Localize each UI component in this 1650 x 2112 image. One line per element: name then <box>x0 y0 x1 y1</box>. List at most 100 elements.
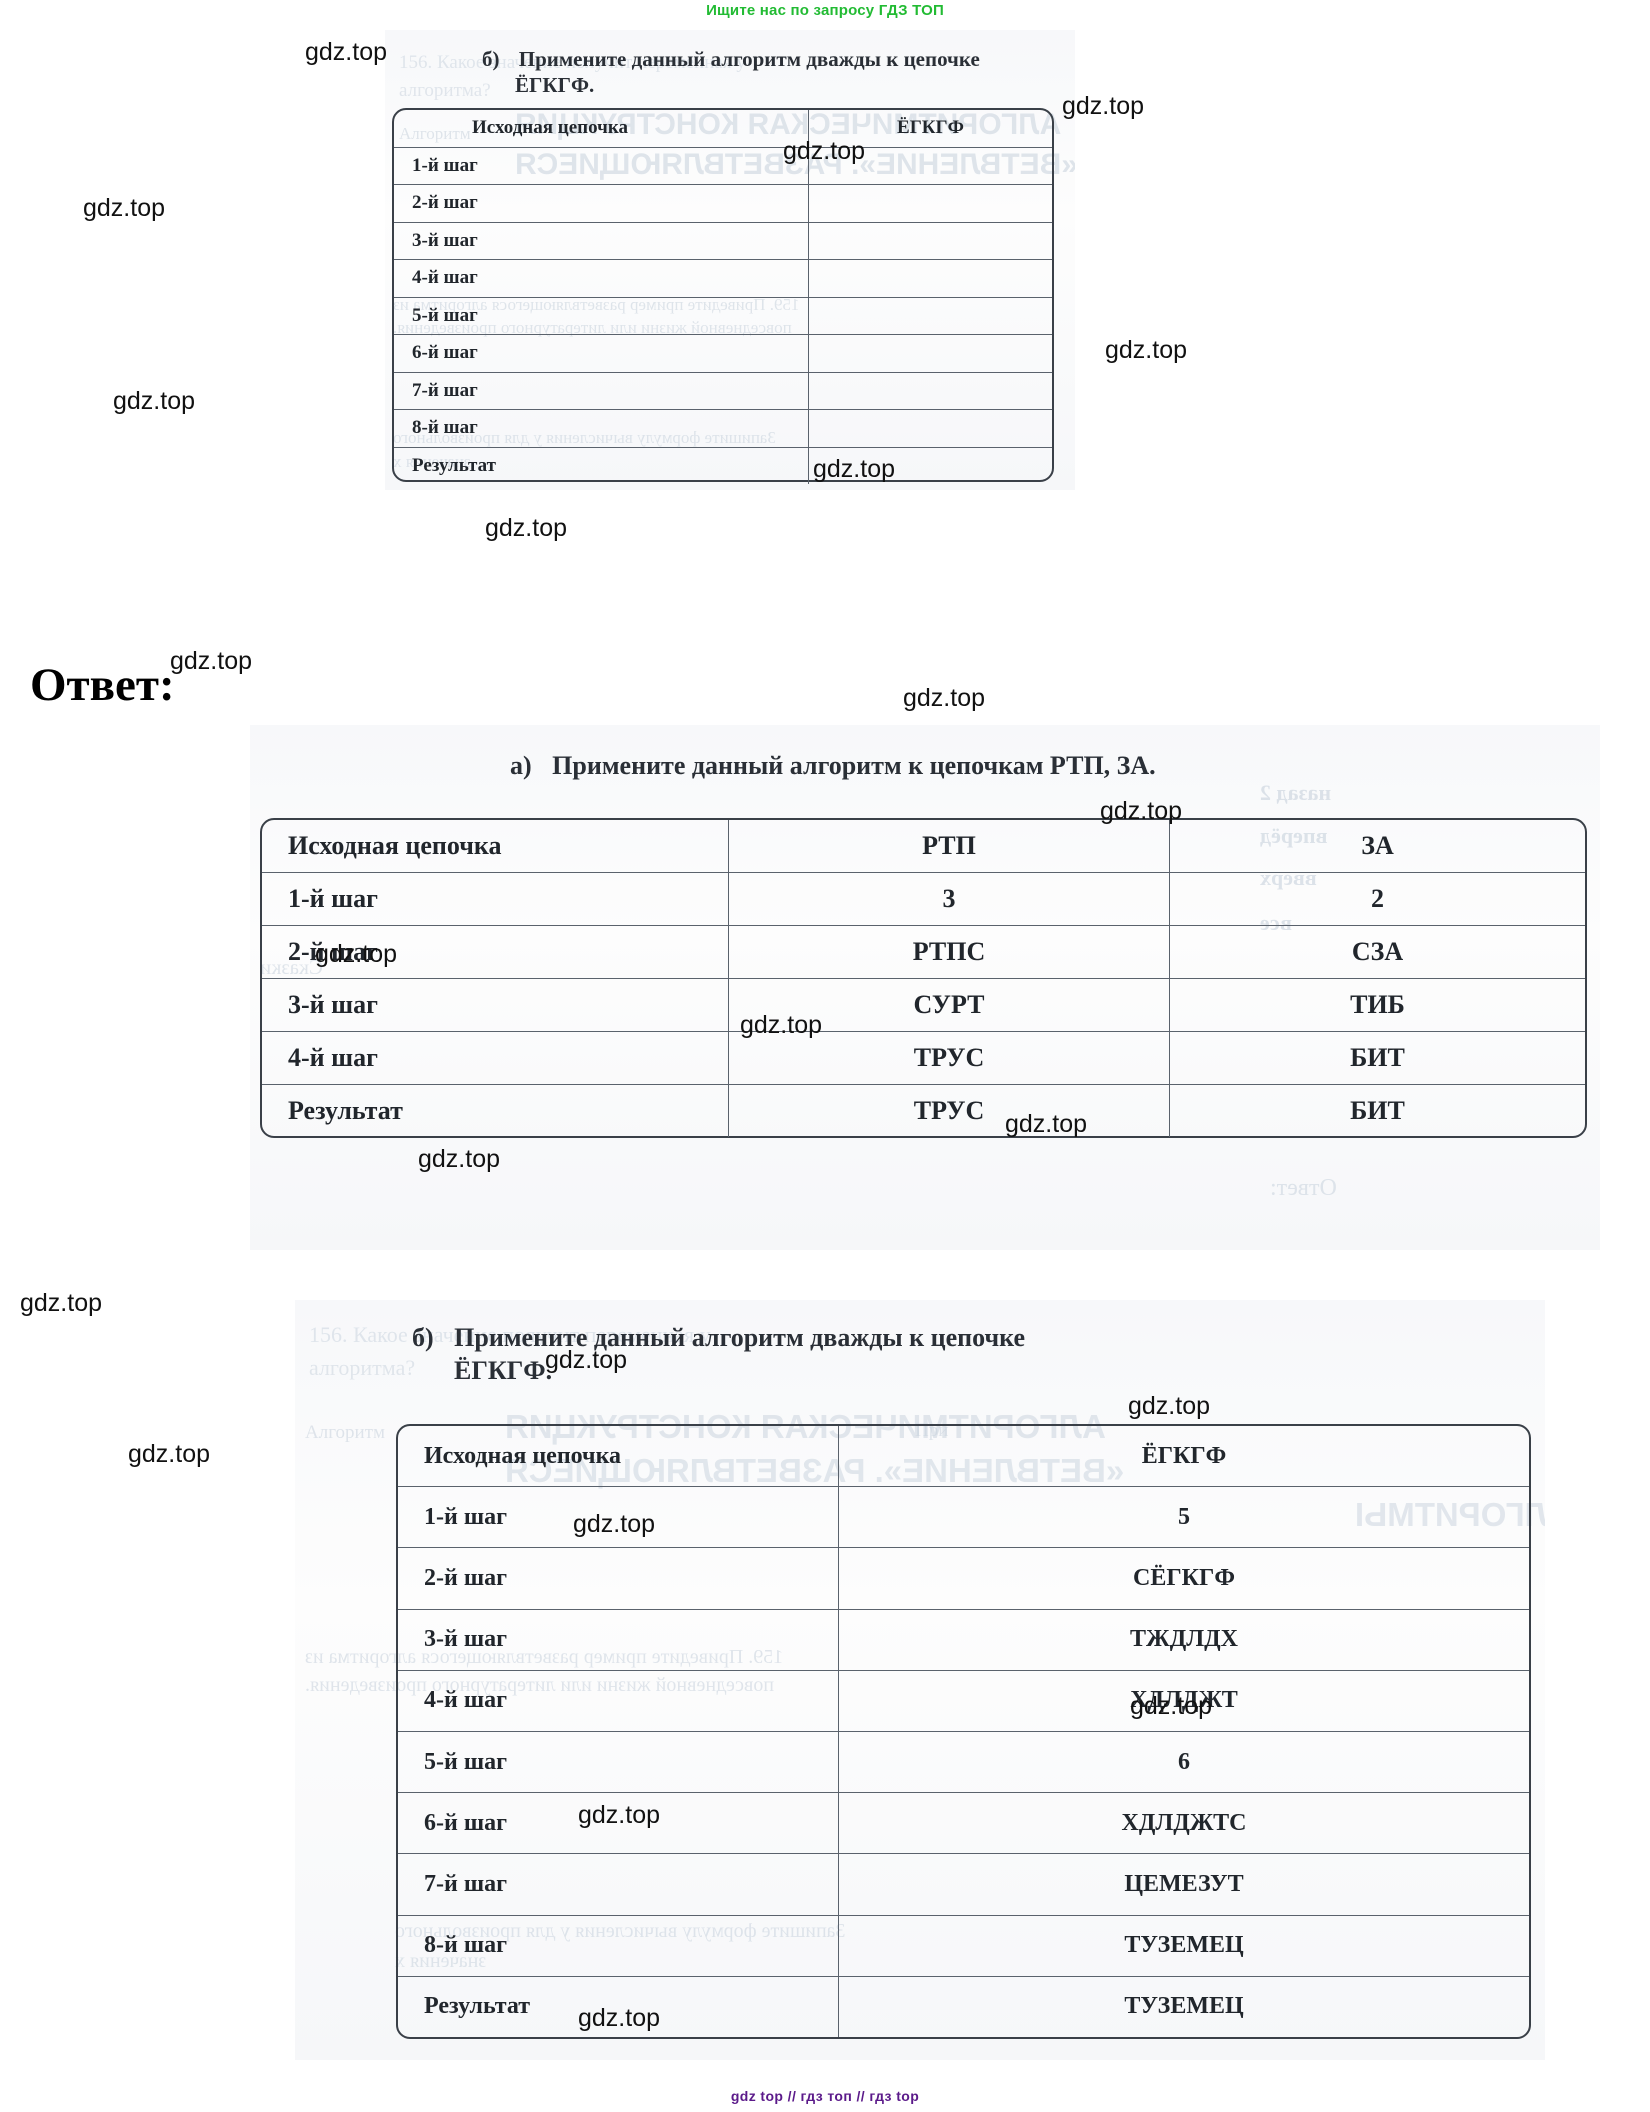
question-top-marker: б) <box>482 47 500 71</box>
step-value-rtp: 3 <box>728 872 1170 926</box>
table-row: 1-й шаг 3 2 <box>262 872 1585 926</box>
table-a-rtp-za: Исходная цепочка РТП ЗА 1-й шаг 3 2 2-й … <box>260 818 1587 1138</box>
step-label: 2-й шаг <box>394 184 809 223</box>
watermark: gdz.top <box>20 1289 103 1317</box>
ghost-line-2: алгоритма? <box>399 80 491 101</box>
step-label: 4-й шаг <box>398 1670 839 1732</box>
step-label: 6-й шаг <box>398 1792 839 1855</box>
step-value <box>808 222 1052 260</box>
step-label: 8-й шаг <box>394 409 809 448</box>
step-value: ЦЕМЕЗУТ <box>838 1853 1529 1916</box>
step-value-rtp: РТПС <box>728 925 1170 979</box>
question-top: б) Применитe данный алгоритм дважды к це… <box>482 46 1062 99</box>
step-label: 7-й шаг <box>394 372 809 410</box>
step-value: СЁГКГФ <box>838 1547 1529 1610</box>
step-value <box>808 297 1052 335</box>
table-row: 7-й шаг ЦЕМЕЗУТ <box>398 1853 1529 1916</box>
table-row: 4-й шаг ХДЛДЖТ <box>398 1670 1529 1732</box>
table-row: 4-й шаг ТРУС БИТ <box>262 1031 1585 1085</box>
question-b-marker: б) <box>412 1323 434 1352</box>
watermark: gdz.top <box>305 38 388 66</box>
step-value-za: ТИБ <box>1169 978 1585 1032</box>
step-value-za: БИТ <box>1350 1096 1405 1125</box>
table-row: 6-й шаг <box>394 334 1052 373</box>
question-top-line2: ЁГКГФ. <box>515 73 595 98</box>
table-row: Результат ТРУС БИТ <box>262 1084 1585 1137</box>
site-footer: gdz top // гдз топ // гдз top <box>730 2088 920 2104</box>
header-rtp: РТП <box>728 820 1170 873</box>
step-label: Результат <box>398 1976 839 2037</box>
site-banner: Ищите нас по запросу ГДЗ ТОП <box>706 2 944 19</box>
table-row-header: Исходная цепочка ЁГКГФ <box>394 110 1052 148</box>
step-value-rtp: ТРУС <box>728 1031 1170 1085</box>
header-chain: Исходная цепочка <box>394 110 809 148</box>
table-row: Результат <box>394 447 1052 484</box>
step-value: ХДЛДЖТ <box>838 1670 1529 1732</box>
step-value: 5 <box>838 1486 1529 1549</box>
table-b-grid: Исходная цепочка ЁГКГФ 1-й шаг 5 2-й шаг… <box>398 1426 1529 2037</box>
step-value-rtp: СУРТ <box>728 978 1170 1032</box>
ghost-a-1: назад 2 <box>1260 780 1332 805</box>
question-a-line1: Примените данный алгоритм к цепочкам РТП… <box>552 751 1156 780</box>
table-row: 3-й шаг ТЖДЛДХ <box>398 1609 1529 1671</box>
question-b-line2: ЁГКГФ. <box>454 1355 553 1385</box>
question-b: б) Примените данный алгоритм дважды к це… <box>412 1322 1562 1387</box>
question-b-line1: Примените данный алгоритм дважды к цепоч… <box>454 1323 1025 1352</box>
step-label: 3-й шаг <box>398 1609 839 1671</box>
table-row: 5-й шаг <box>394 297 1052 335</box>
step-label: Результат <box>394 447 809 484</box>
ghost-b-2: алгоритма? <box>309 1355 416 1380</box>
header-egkgf: ЁГКГФ <box>808 110 1052 148</box>
step-value-rtp: ТРУС <box>728 1084 1170 1137</box>
step-label: 7-й шаг <box>398 1853 839 1916</box>
step-value: ТЖДЛДХ <box>838 1609 1529 1671</box>
table-blank-egkgf: Исходная цепочка ЁГКГФ 1-й шаг 2-й шаг 3… <box>392 108 1054 484</box>
watermark: gdz.top <box>128 1440 211 1468</box>
step-label: 3-й шаг <box>262 978 729 1032</box>
watermark: gdz.top <box>485 514 568 542</box>
ghost-a-6: Ответ: <box>1270 1175 1337 1201</box>
step-label: 2-й шаг <box>398 1547 839 1610</box>
table-row: Результат ТУЗЕМЕЦ <box>398 1976 1529 2037</box>
header-chain: Исходная цепочка <box>262 820 729 873</box>
step-label: 1-й шаг <box>262 872 729 926</box>
step-value <box>808 372 1052 410</box>
table-b-egkgf: Исходная цепочка ЁГКГФ 1-й шаг 5 2-й шаг… <box>396 1424 1531 2039</box>
step-label: 5-й шаг <box>394 297 809 335</box>
answer-heading: Ответ: <box>30 659 175 711</box>
header-za: ЗА <box>1169 820 1585 873</box>
table-row: 7-й шаг <box>394 372 1052 410</box>
header-chain: Исходная цепочка <box>398 1426 839 1488</box>
table-row-header: Исходная цепочка ЁГКГФ <box>398 1426 1529 1488</box>
table-row: 2-й шаг СЁГКГФ <box>398 1547 1529 1610</box>
step-value-za: 2 <box>1169 872 1585 926</box>
step-label: 3-й шаг <box>394 222 809 260</box>
table-a-grid: Исходная цепочка РТП ЗА 1-й шаг 3 2 2-й … <box>262 820 1585 1137</box>
header-egkgf: ЁГКГФ <box>838 1426 1529 1488</box>
step-value-za: СЗА <box>1169 925 1585 979</box>
watermark: gdz.top <box>903 684 986 712</box>
step-label: 4-й шаг <box>262 1031 729 1085</box>
table-blank-grid: Исходная цепочка ЁГКГФ 1-й шаг 2-й шаг 3… <box>394 110 1052 484</box>
step-value: ТУЗЕМЕЦ <box>838 1915 1529 1977</box>
table-row: 6-й шаг ХДЛДЖТС <box>398 1792 1529 1855</box>
question-a: а) Примените данный алгоритм к цепочкам … <box>510 750 1600 783</box>
table-row: 1-й шаг <box>394 147 1052 185</box>
step-label: 1-й шаг <box>394 147 809 185</box>
table-row: 1-й шаг 5 <box>398 1486 1529 1549</box>
step-value: ТУЗЕМЕЦ <box>1124 1993 1244 2020</box>
step-label: 1-й шаг <box>398 1486 839 1549</box>
table-row: 2-й шаг РТПС СЗА <box>262 925 1585 979</box>
step-value <box>808 259 1052 298</box>
step-label: 5-й шаг <box>398 1731 839 1794</box>
step-value <box>808 334 1052 373</box>
question-a-marker: а) <box>510 751 532 780</box>
step-label: 4-й шаг <box>394 259 809 298</box>
step-label: 6-й шаг <box>394 334 809 373</box>
watermark: gdz.top <box>83 194 166 222</box>
step-value: ХДЛДЖТС <box>838 1792 1529 1855</box>
step-label: Результат <box>262 1084 729 1137</box>
step-value-za: БИТ <box>1169 1031 1585 1085</box>
watermark: gdz.top <box>1105 336 1188 364</box>
table-row: 4-й шаг <box>394 259 1052 298</box>
